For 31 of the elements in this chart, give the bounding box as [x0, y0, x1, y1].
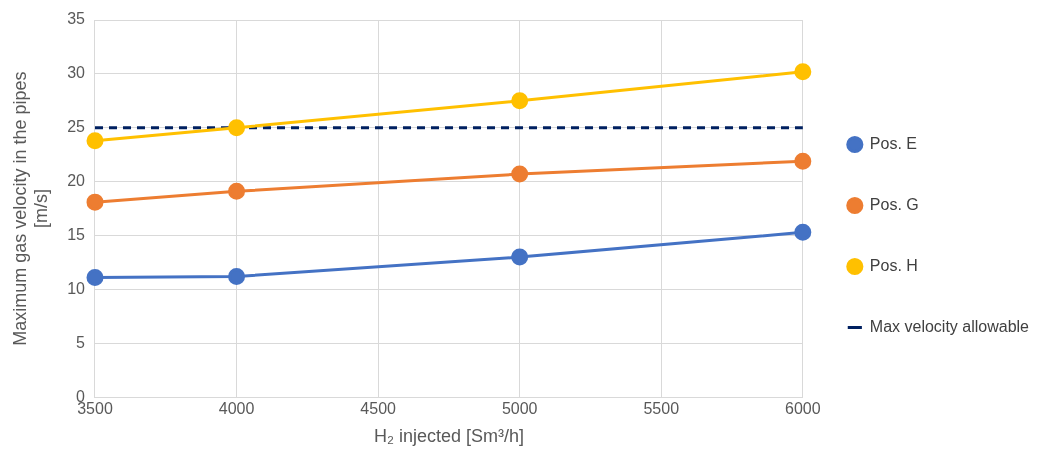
x-tick-label: 6000	[785, 400, 821, 418]
y-tick-label: 15	[67, 225, 86, 243]
point	[511, 248, 529, 266]
point	[228, 182, 246, 200]
y-tick-label: 5	[76, 333, 86, 351]
x-tick-label: 4000	[218, 400, 255, 418]
y-tick-label: 10	[67, 279, 86, 297]
point	[794, 63, 812, 81]
legend-label: Pos. E	[869, 134, 917, 152]
point	[794, 152, 812, 170]
y-axis-title: Maximum gas velocity in the pipes [m/s]	[9, 71, 52, 346]
x-tick-label: 4500	[360, 400, 397, 418]
point	[794, 223, 812, 241]
point	[228, 119, 246, 137]
x-tick-label: 5500	[643, 400, 680, 418]
legend-label: Pos. H	[869, 256, 918, 274]
y-tick-label: 25	[67, 118, 86, 136]
x-tick-label: 3500	[77, 400, 113, 418]
point	[511, 165, 529, 183]
point	[511, 92, 529, 110]
point	[86, 193, 104, 211]
legend-label: Max velocity allowable	[869, 317, 1030, 335]
x-axis-title: H₂ injected [Sm³/h]	[373, 426, 524, 447]
y-tick-label: 30	[67, 64, 86, 82]
legend-label: Pos. G	[869, 195, 919, 213]
point	[86, 269, 104, 287]
y-tick-label: 20	[67, 172, 86, 190]
point	[86, 132, 104, 150]
y-tick-label: 35	[67, 10, 86, 28]
point	[228, 268, 246, 285]
x-tick-label: 5000	[501, 400, 538, 418]
